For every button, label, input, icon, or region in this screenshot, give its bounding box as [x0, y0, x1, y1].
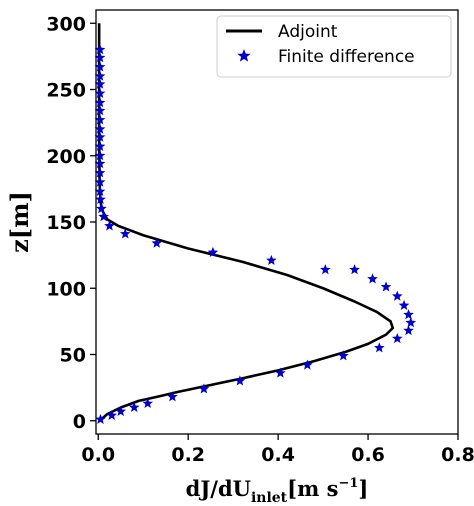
axis-ticks: 0.0 0.2 0.4 0.6 0.8 0 50 100 150 200 250 300: [46, 13, 474, 466]
x-tick-label: 0.2: [171, 444, 205, 466]
data-point-finite-difference: [94, 78, 106, 89]
data-point-finite-difference: [338, 350, 349, 361]
data-point-finite-difference: [398, 299, 410, 311]
data-point-finite-difference: [94, 97, 106, 108]
x-axis-label: dJ/dUinlet[m s−1]: [186, 476, 369, 506]
y-tick-label: 50: [60, 345, 86, 367]
legend-box: [216, 15, 452, 78]
data-point-finite-difference: [95, 193, 106, 205]
data-point-finite-difference: [403, 309, 414, 320]
data-point-finite-difference: [94, 131, 106, 142]
legend: Adjoint Finite difference: [216, 15, 452, 78]
data-point-finite-difference: [403, 325, 414, 336]
y-tick-label: 100: [46, 278, 86, 300]
data-point-finite-difference: [95, 413, 106, 424]
data-point-finite-difference: [349, 264, 360, 275]
data-point-finite-difference: [302, 359, 313, 370]
data-point-finite-difference: [373, 342, 385, 353]
y-axis-label: z[m]: [5, 191, 34, 253]
data-point-finite-difference: [119, 228, 131, 239]
data-point-finite-difference: [96, 203, 107, 214]
x-tick-label: 0.4: [261, 444, 295, 466]
data-point-finite-difference: [94, 167, 106, 178]
data-point-finite-difference: [142, 397, 154, 409]
plot-area: [96, 10, 458, 434]
data-point-finite-difference: [94, 114, 106, 125]
x-tick-label: 0.6: [351, 444, 385, 466]
y-tick-label: 200: [46, 146, 86, 168]
plot-frame: [95, 9, 459, 435]
data-point-finite-difference: [266, 254, 277, 265]
data-point-finite-difference: [380, 281, 392, 292]
data-point-finite-difference: [94, 140, 106, 152]
data-point-finite-difference: [151, 237, 163, 248]
data-point-finite-difference: [94, 61, 106, 72]
x-tick-label: 0.0: [81, 444, 115, 466]
data-point-finite-difference: [98, 211, 109, 222]
data-point-finite-difference: [94, 123, 106, 134]
data-point-finite-difference: [275, 367, 286, 378]
data-point-finite-difference: [128, 401, 140, 413]
y-tick-label: 150: [46, 212, 86, 234]
data-point-finite-difference: [94, 70, 106, 81]
data-point-finite-difference: [367, 273, 378, 284]
data-point-finite-difference: [234, 375, 246, 386]
x-tick-label: 0.8: [441, 444, 474, 466]
data-point-finite-difference: [104, 220, 115, 231]
data-point-finite-difference: [94, 44, 106, 55]
data-point-finite-difference: [94, 52, 106, 63]
data-point-finite-difference: [94, 176, 106, 187]
data-point-finite-difference: [94, 158, 106, 169]
series-layer: [94, 23, 417, 424]
legend-label-adjoint: Adjoint: [278, 22, 338, 42]
data-point-finite-difference: [167, 391, 178, 402]
data-point-finite-difference: [94, 87, 106, 99]
data-point-finite-difference: [391, 290, 403, 301]
data-point-finite-difference: [115, 405, 127, 417]
data-point-finite-difference: [106, 409, 118, 420]
data-point-finite-difference: [94, 185, 106, 197]
data-point-finite-difference: [207, 246, 219, 258]
data-point-finite-difference: [391, 333, 403, 344]
legend-label-finite-difference: Finite difference: [278, 47, 415, 67]
y-tick-label: 250: [46, 80, 86, 102]
data-point-finite-difference: [94, 105, 106, 116]
data-point-finite-difference: [320, 264, 331, 275]
y-tick-label: 0: [73, 411, 86, 433]
data-point-finite-difference: [94, 150, 106, 161]
y-tick-label: 300: [46, 13, 86, 35]
data-point-finite-difference: [405, 317, 417, 328]
data-point-finite-difference: [198, 383, 210, 394]
legend-star-marker: [237, 49, 251, 62]
